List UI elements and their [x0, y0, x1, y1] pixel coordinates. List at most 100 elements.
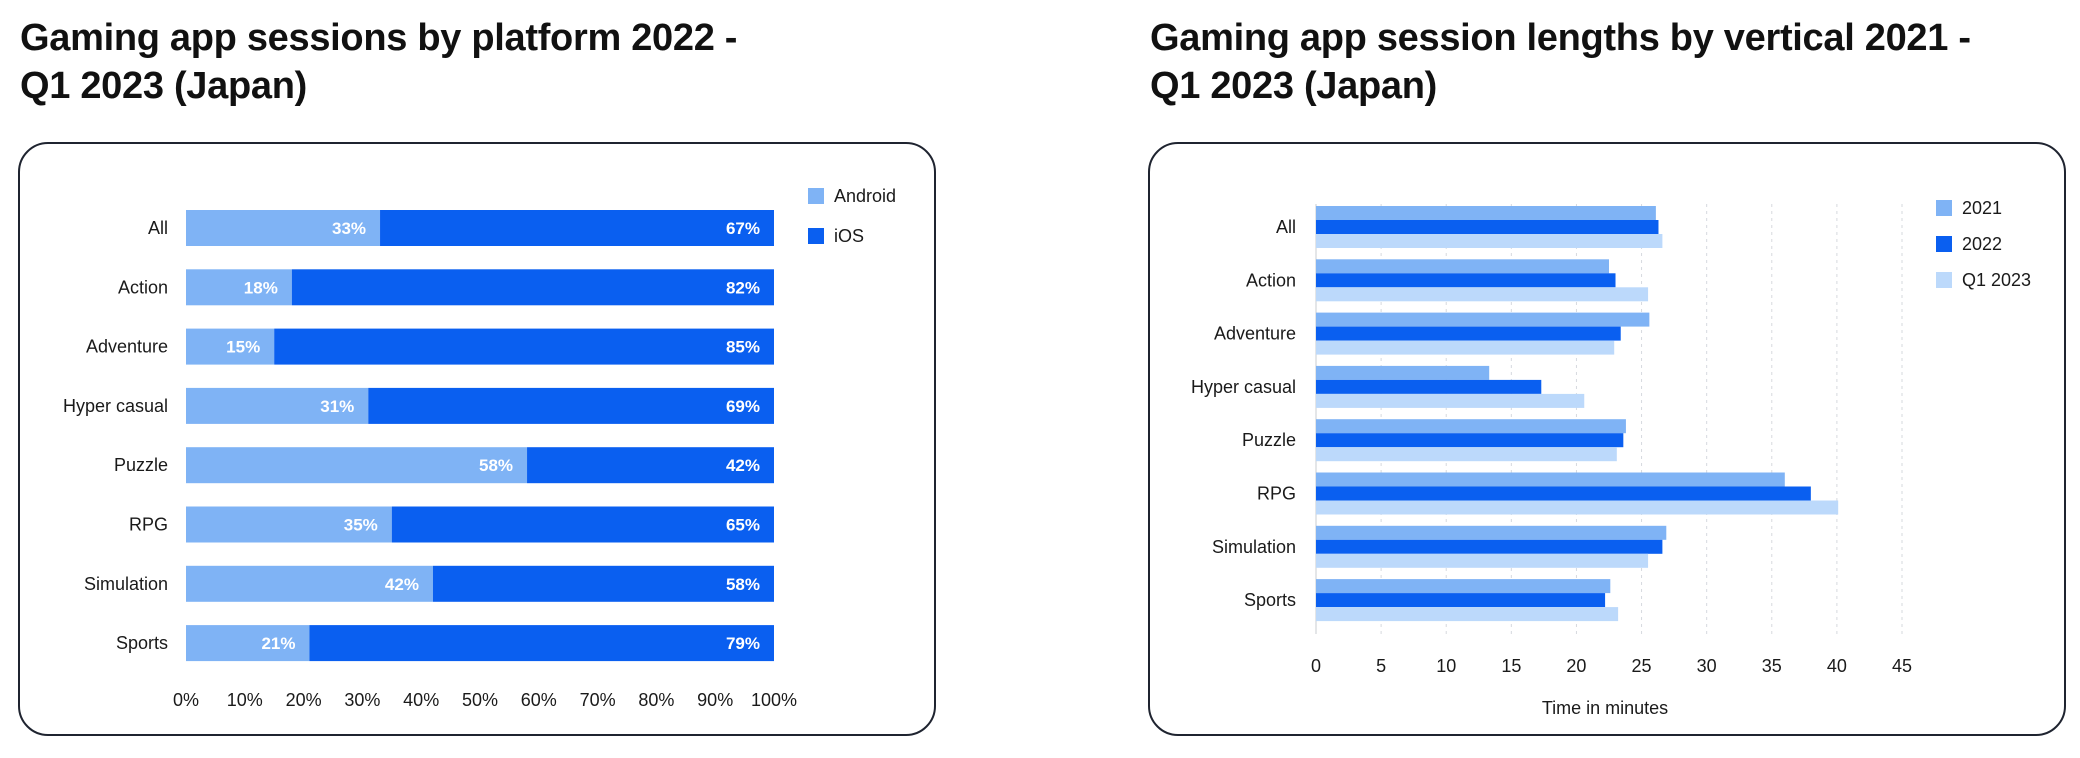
x-tick-label: 70% — [580, 690, 616, 710]
bar-2022 — [1316, 326, 1621, 341]
data-label: 82% — [726, 278, 760, 297]
chart-title-session-length: Gaming app session lengths by vertical 2… — [1150, 14, 1971, 110]
x-tick-label: 10% — [227, 690, 263, 710]
data-label: 15% — [226, 338, 260, 357]
legend-label: 2021 — [1962, 198, 2002, 218]
legend-label: iOS — [834, 226, 864, 246]
bar-ios — [527, 447, 774, 484]
legend-swatch — [808, 188, 824, 204]
category-label: Action — [118, 277, 168, 297]
bar-q1-2023 — [1316, 447, 1617, 462]
title-line: Q1 2023 (Japan) — [20, 65, 307, 107]
data-label: 69% — [726, 397, 760, 416]
data-label: 31% — [320, 397, 354, 416]
chart-panel-session-length: All Action Adventure Hyper casual Puzzle RPG S… — [1148, 142, 2066, 736]
bar-2021 — [1316, 259, 1609, 274]
x-tick-label: 20% — [286, 690, 322, 710]
bar-ios — [391, 506, 774, 543]
data-label: 79% — [726, 634, 760, 653]
bar-2021 — [1316, 419, 1626, 434]
category-label: Sports — [1244, 590, 1296, 610]
x-tick-label: 80% — [638, 690, 674, 710]
x-tick-label: 90% — [697, 690, 733, 710]
bar-2022 — [1316, 486, 1811, 501]
x-tick-label: 5 — [1376, 656, 1386, 676]
bar-2022 — [1316, 379, 1542, 394]
bar-android — [186, 565, 433, 602]
bar-q1-2023 — [1316, 553, 1649, 568]
x-axis-label: Time in minutes — [1542, 698, 1668, 718]
legend-label: Android — [834, 186, 896, 206]
bar-2021 — [1316, 525, 1667, 540]
bar-android — [186, 328, 275, 365]
x-tick-label: 100% — [751, 690, 797, 710]
bar-ios — [368, 387, 774, 424]
data-label: 85% — [726, 338, 760, 357]
x-tick-label: 0 — [1311, 656, 1321, 676]
data-label: 65% — [726, 516, 760, 535]
category-label: Simulation — [1212, 537, 1296, 557]
data-label: 42% — [385, 575, 419, 594]
bar-ios — [309, 625, 774, 662]
title-line: Gaming app session lengths by vertical 2… — [1150, 17, 1971, 59]
bar-2021 — [1316, 579, 1611, 594]
platform-sessions-chart: All 33% 67% Action 18% 82% Adventure 15% 85% Hype… — [63, 186, 896, 710]
bar-q1-2023 — [1316, 287, 1649, 302]
x-tick-label: 25 — [1632, 656, 1652, 676]
category-label: All — [1276, 217, 1296, 237]
x-tick-label: 40 — [1827, 656, 1847, 676]
chart-panel-platform: All 33% 67% Action 18% 82% Adventure 15% 85% Hype… — [18, 142, 936, 736]
bar-android — [186, 625, 310, 662]
legend-swatch — [1936, 272, 1952, 288]
x-tick-label: 35 — [1762, 656, 1782, 676]
chart-title-platform: Gaming app sessions by platform 2022 - Q… — [20, 14, 737, 110]
legend-label: 2022 — [1962, 234, 2002, 254]
category-label: Adventure — [1214, 324, 1296, 344]
category-label: Simulation — [84, 574, 168, 594]
category-label: Hyper casual — [1191, 377, 1296, 397]
category-label: Hyper casual — [63, 396, 168, 416]
legend-label: Q1 2023 — [1962, 270, 2031, 290]
data-label: 21% — [261, 634, 295, 653]
data-label: 67% — [726, 219, 760, 238]
bar-android — [186, 269, 292, 306]
bar-2022 — [1316, 539, 1663, 554]
title-line: Gaming app sessions by platform 2022 - — [20, 17, 738, 59]
bar-2022 — [1316, 433, 1624, 448]
bar-2022 — [1316, 220, 1659, 234]
category-label: Sports — [116, 633, 168, 653]
category-label: All — [148, 218, 168, 238]
bar-android — [186, 387, 369, 424]
data-label: 18% — [244, 278, 278, 297]
category-label: Adventure — [86, 337, 168, 357]
title-line: Q1 2023 (Japan) — [1150, 65, 1437, 107]
x-tick-label: 20 — [1566, 656, 1586, 676]
x-tick-label: 0% — [173, 690, 199, 710]
bar-android — [186, 447, 528, 484]
category-label: Puzzle — [1242, 430, 1296, 450]
legend-swatch — [1936, 236, 1952, 252]
bar-2021 — [1316, 206, 1656, 220]
category-label: Action — [1246, 270, 1296, 290]
category-label: RPG — [1257, 484, 1296, 504]
x-tick-label: 40% — [403, 690, 439, 710]
bar-android — [186, 210, 381, 246]
bar-q1-2023 — [1316, 340, 1615, 355]
data-label: 58% — [479, 456, 513, 475]
data-label: 42% — [726, 456, 760, 475]
data-label: 35% — [344, 516, 378, 535]
data-label: 33% — [332, 219, 366, 238]
bar-ios — [432, 565, 774, 602]
bar-ios — [274, 328, 774, 365]
bar-q1-2023 — [1316, 234, 1663, 248]
bar-q1-2023 — [1316, 500, 1839, 515]
x-tick-label: 30 — [1697, 656, 1717, 676]
data-label: 58% — [726, 575, 760, 594]
bar-2021 — [1316, 312, 1650, 327]
legend-swatch — [808, 228, 824, 244]
x-tick-label: 50% — [462, 690, 498, 710]
category-label: RPG — [129, 515, 168, 535]
bar-q1-2023 — [1316, 607, 1619, 622]
bar-2021 — [1316, 365, 1490, 380]
x-tick-label: 45 — [1892, 656, 1912, 676]
